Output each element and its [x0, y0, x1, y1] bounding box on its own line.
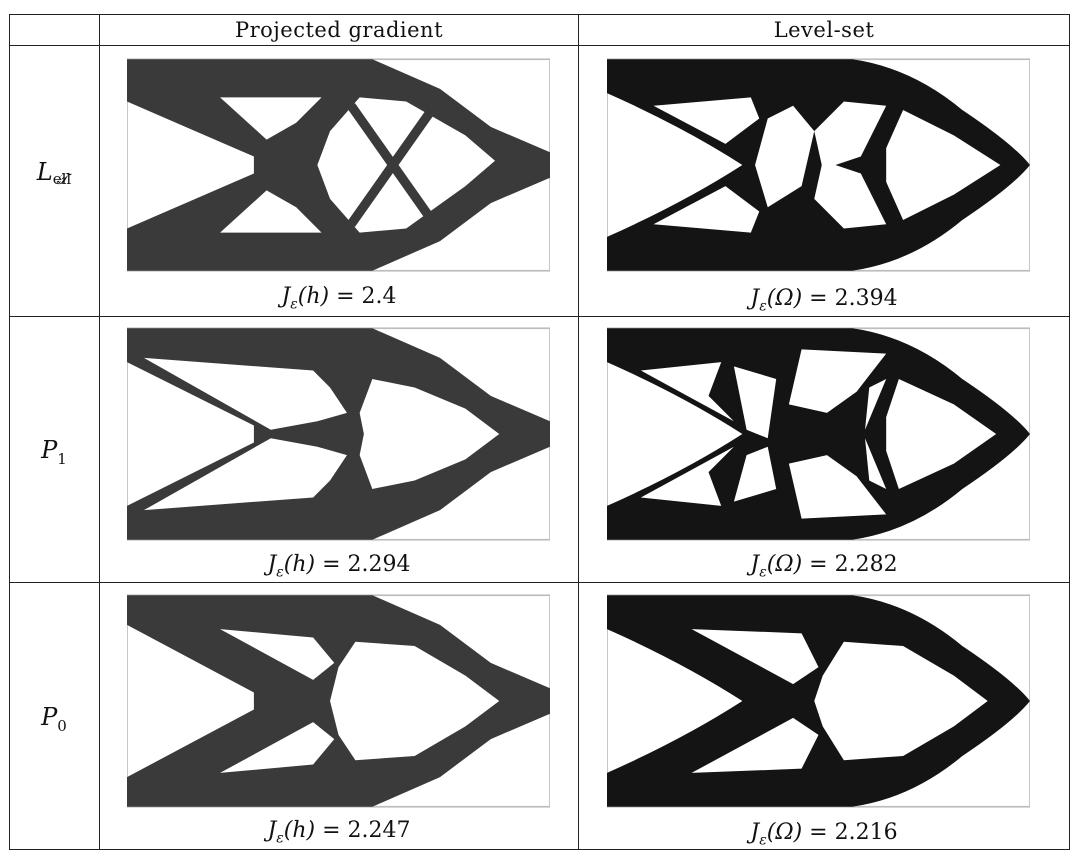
structure-image-ls-p1 [607, 327, 1030, 541]
table-rule-bottom [9, 849, 1070, 850]
table-rule-col1 [99, 14, 100, 850]
caption-pg-p1: Jε(h) = 2.294 [267, 552, 411, 581]
table-rule-row2 [9, 582, 1070, 583]
caption-ls-lell: Jε(Ω) = 2.394 [750, 286, 898, 315]
caption-ls-p1: Jε(Ω) = 2.282 [750, 552, 898, 581]
caption-ls-p0: Jε(Ω) = 2.216 [750, 820, 898, 849]
caption-pg-p0: Jε(h) = 2.247 [267, 818, 411, 847]
table-rule-row1 [9, 316, 1070, 317]
structure-image-ls-p0 [607, 594, 1030, 808]
table-rule-col2 [578, 14, 579, 850]
caption-pg-lell: Jε(h) = 2.4 [281, 284, 397, 313]
table-rule-top [9, 14, 1070, 15]
structure-image-pg-lell [127, 58, 550, 272]
structure-image-pg-p0 [127, 594, 550, 808]
row-label-p0: P0 [41, 703, 67, 735]
structure-image-pg-p1 [127, 327, 550, 541]
table-rule-right [1069, 14, 1070, 850]
table-rule-left [9, 14, 10, 850]
header-level-set: Level-set [773, 18, 875, 42]
structure-image-ls-lell [607, 58, 1030, 272]
row-label-p1: P1 [41, 436, 67, 468]
table-rule-header [9, 45, 1070, 46]
header-projected-gradient: Projected gradient [234, 18, 444, 42]
